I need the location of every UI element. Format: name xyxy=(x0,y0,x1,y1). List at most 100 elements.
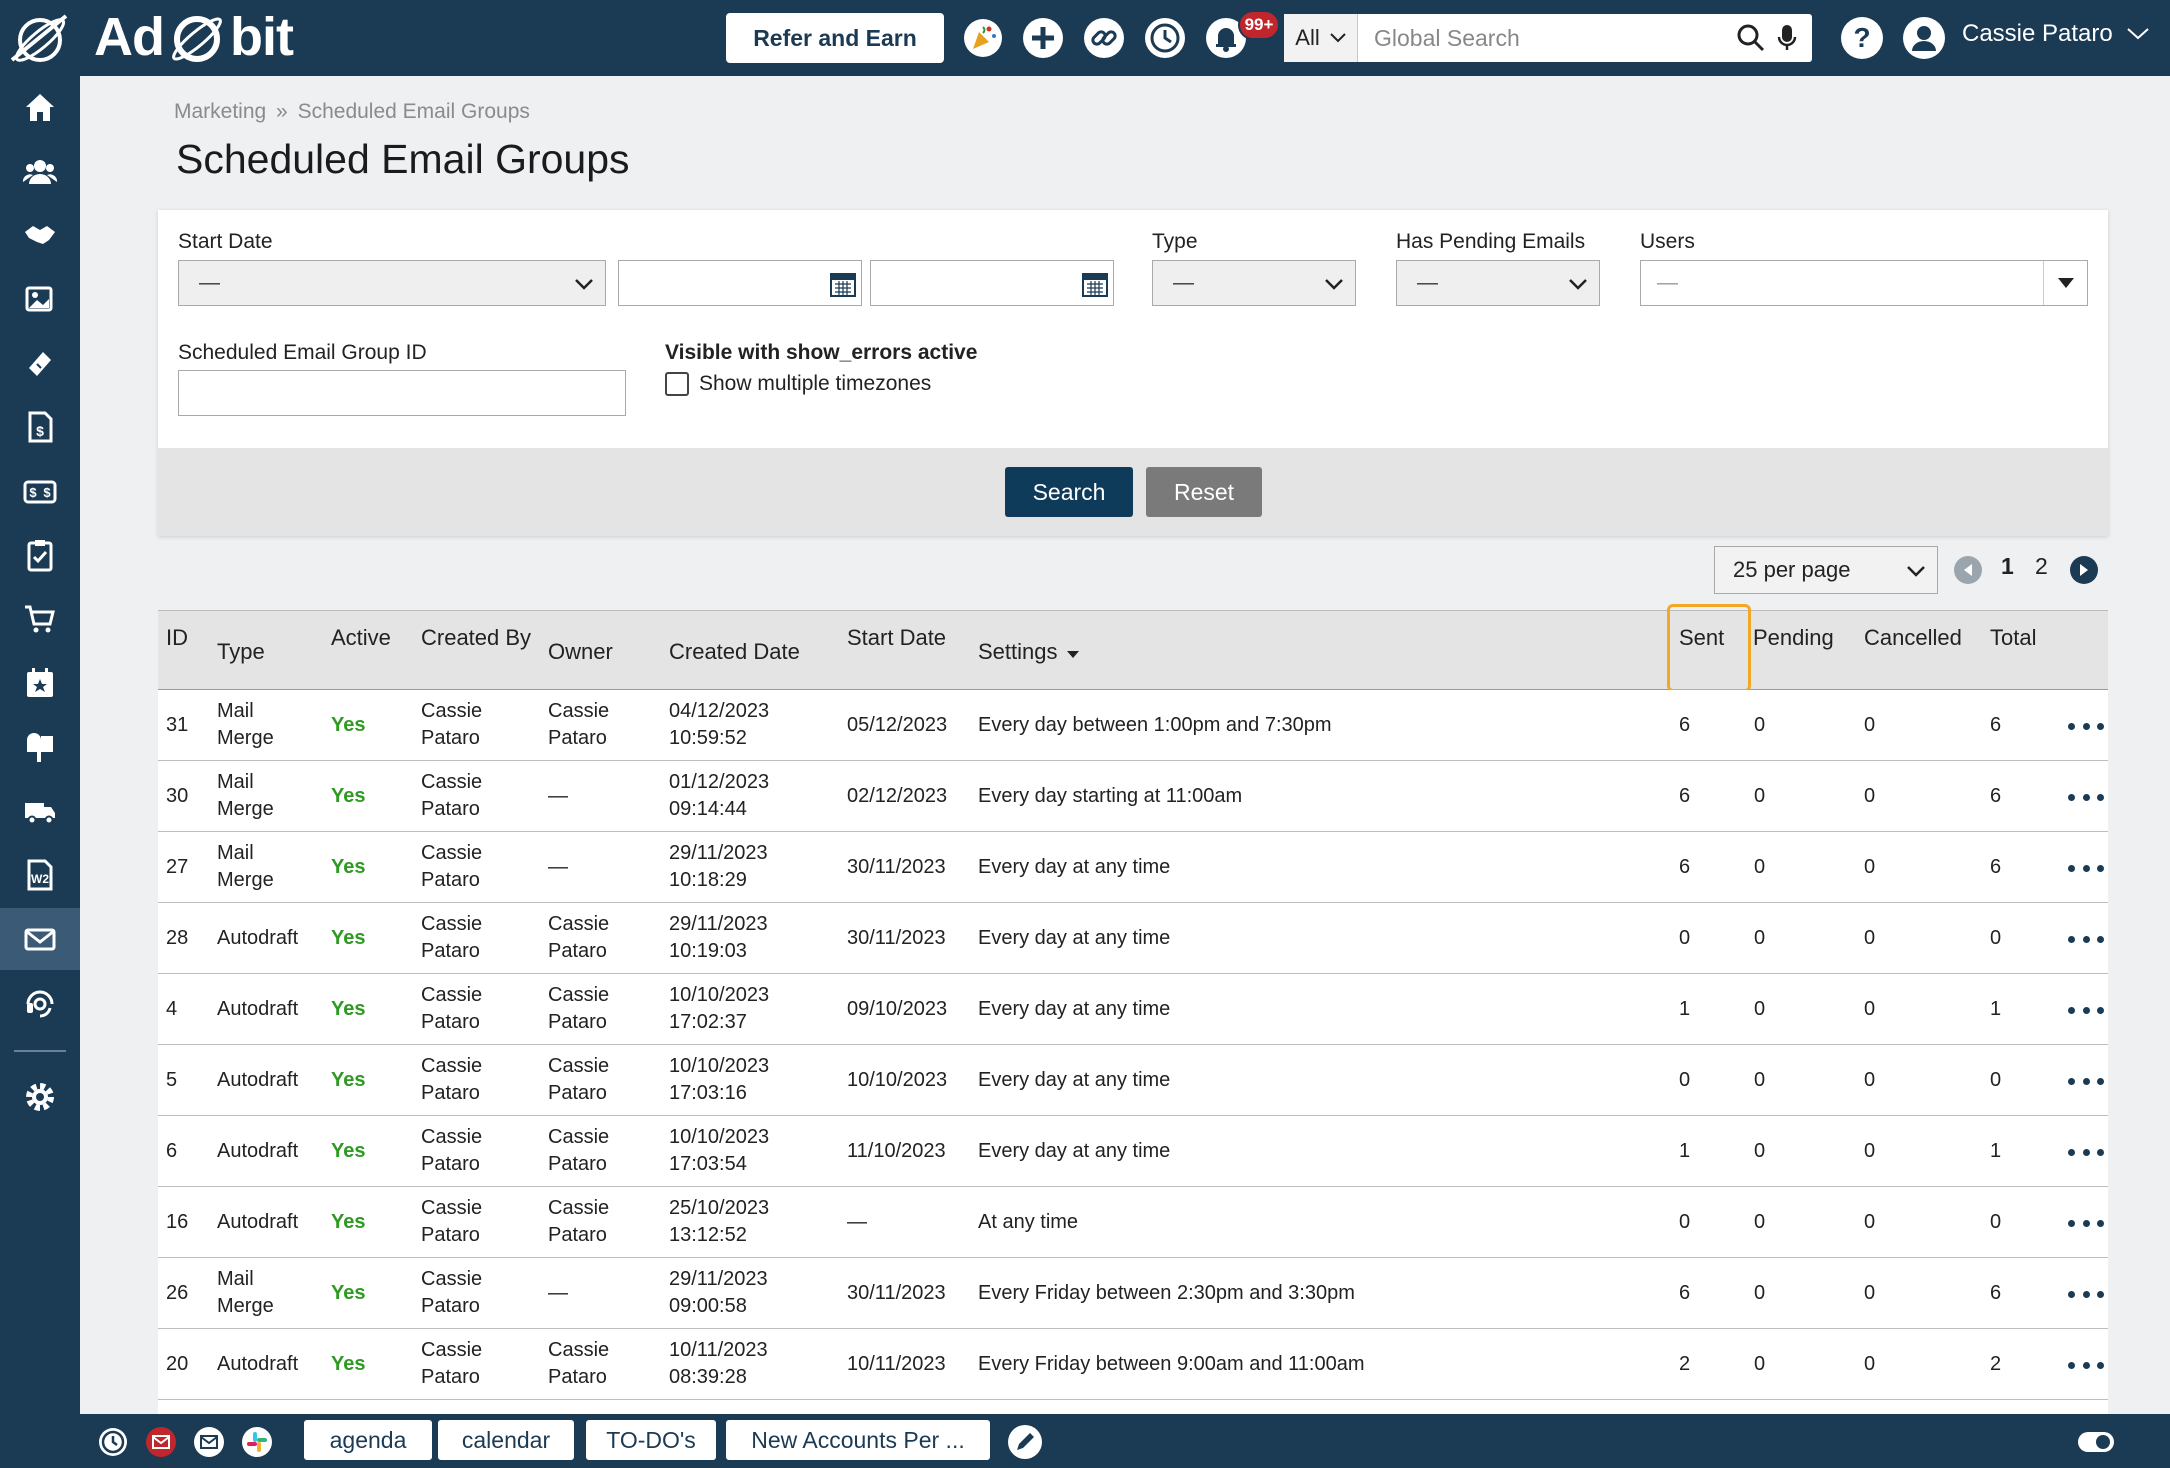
bottom-tab-agenda[interactable]: agenda xyxy=(304,1420,432,1460)
sidebar-item-invoices[interactable]: $ xyxy=(0,396,80,458)
row-actions-menu-icon[interactable] xyxy=(2068,925,2104,953)
group-id-input[interactable] xyxy=(178,370,626,416)
row-actions-menu-icon[interactable] xyxy=(2068,854,2104,882)
show-timezones-checkbox[interactable] xyxy=(665,372,689,396)
history-clock-icon[interactable] xyxy=(1143,16,1187,60)
party-popper-icon[interactable] xyxy=(961,16,1005,60)
row-actions-menu-icon[interactable] xyxy=(2068,783,2104,811)
sidebar-item-calendar[interactable] xyxy=(0,652,80,714)
mail-alert-icon[interactable] xyxy=(145,1426,177,1458)
table-row[interactable]: 26 Mail Merge Yes Cassie Pataro — 29/11/2023 09:… xyxy=(158,1258,2108,1329)
email-compose-icon[interactable] xyxy=(193,1426,225,1458)
breadcrumb-marketing-link[interactable]: Marketing xyxy=(174,100,267,123)
sidebar-item-home[interactable] xyxy=(0,76,80,138)
type-select[interactable]: — xyxy=(1152,260,1356,306)
start-date-to-input[interactable] xyxy=(870,260,1114,306)
orbit-logo-icon[interactable] xyxy=(8,10,72,66)
sidebar-item-support[interactable] xyxy=(0,972,80,1034)
row-actions-menu-icon[interactable] xyxy=(2068,1280,2104,1308)
filter-panel: Start Date — Type — Has Pending Emails —… xyxy=(158,210,2108,536)
sidebar-item-media[interactable] xyxy=(0,268,80,330)
row-actions-menu-icon[interactable] xyxy=(2068,1209,2104,1237)
column-header-pending[interactable]: Pending xyxy=(1753,625,1834,650)
add-icon[interactable] xyxy=(1021,16,1065,60)
bottom-tab-todos[interactable]: TO-DO's xyxy=(586,1420,716,1460)
column-header-sent[interactable]: Sent xyxy=(1679,625,1725,650)
search-icon[interactable] xyxy=(1736,23,1766,53)
user-avatar-icon[interactable] xyxy=(1902,16,1946,60)
column-header-active[interactable]: Active xyxy=(331,625,391,650)
sidebar-item-settings[interactable] xyxy=(0,1066,80,1128)
table-row[interactable]: 31 Mail Merge Yes Cassie Pataro Cassie Pataro 04… xyxy=(158,690,2108,761)
table-row[interactable]: 27 Mail Merge Yes Cassie Pataro — 29/11/2023 10:… xyxy=(158,832,2108,903)
table-row[interactable]: 20 Autodraft Yes Cassie Pataro Cassie Pataro 10… xyxy=(158,1329,2108,1400)
users-dropdown-toggle[interactable] xyxy=(2043,261,2087,305)
clock-icon[interactable] xyxy=(97,1426,129,1458)
page-1-link[interactable]: 1 xyxy=(2001,553,2014,579)
column-header-cancelled[interactable]: Cancelled xyxy=(1864,625,1962,650)
notifications-bell-icon[interactable] xyxy=(1204,16,1248,60)
reset-button[interactable]: Reset xyxy=(1146,467,1262,517)
start-date-select[interactable]: — xyxy=(178,260,606,306)
sidebar-item-tickets[interactable] xyxy=(0,332,80,394)
start-date-from-input[interactable] xyxy=(618,260,862,306)
edit-pencil-icon[interactable] xyxy=(1007,1424,1043,1460)
table-row[interactable]: 16 Autodraft Yes Cassie Pataro Cassie Pataro 25… xyxy=(158,1187,2108,1258)
calendar-icon[interactable] xyxy=(1081,270,1109,298)
table-row[interactable] xyxy=(158,1400,2108,1416)
bottom-tab-new-accounts[interactable]: New Accounts Per ... xyxy=(726,1420,990,1460)
sidebar-item-contacts[interactable] xyxy=(0,140,80,202)
calendar-icon[interactable] xyxy=(829,270,857,298)
microphone-icon[interactable] xyxy=(1776,23,1798,53)
search-scope-value: All xyxy=(1295,25,1320,50)
page-2-link[interactable]: 2 xyxy=(2035,553,2048,579)
sidebar-item-orders[interactable] xyxy=(0,588,80,650)
show-timezones-label[interactable]: Show multiple timezones xyxy=(699,372,932,395)
row-actions-menu-icon[interactable] xyxy=(2068,996,2104,1024)
row-actions-menu-icon[interactable] xyxy=(2068,712,2104,740)
sidebar-item-w2[interactable]: W2 xyxy=(0,844,80,906)
search-button[interactable]: Search xyxy=(1005,467,1133,517)
link-icon[interactable] xyxy=(1082,16,1126,60)
sidebar-item-marketing[interactable] xyxy=(0,908,80,970)
refer-and-earn-button[interactable]: Refer and Earn xyxy=(726,13,944,63)
help-icon[interactable]: ? xyxy=(1840,16,1884,60)
column-header-id[interactable]: ID xyxy=(166,625,188,650)
table-row[interactable]: 4 Autodraft Yes Cassie Pataro Cassie Pataro 10/… xyxy=(158,974,2108,1045)
next-page-icon[interactable] xyxy=(2070,556,2098,584)
brand-logo[interactable]: Ad bit xyxy=(94,6,294,68)
table-row[interactable]: 6 Autodraft Yes Cassie Pataro Cassie Pataro 10/… xyxy=(158,1116,2108,1187)
users-multiselect[interactable]: — xyxy=(1640,260,2088,306)
global-search-input[interactable] xyxy=(1358,14,1736,62)
w2-form-icon: W2 xyxy=(27,859,53,891)
row-actions-menu-icon[interactable] xyxy=(2068,1351,2104,1379)
column-header-start-date[interactable]: Start Date xyxy=(847,625,947,650)
user-menu[interactable]: Cassie Pataro xyxy=(1962,20,2149,48)
column-header-created-by[interactable]: Created By xyxy=(421,625,532,650)
sidebar-item-delivery[interactable] xyxy=(0,780,80,842)
row-actions-menu-icon[interactable] xyxy=(2068,1138,2104,1166)
slack-icon[interactable] xyxy=(241,1426,273,1458)
sidebar-item-tasks[interactable] xyxy=(0,524,80,586)
previous-page-icon[interactable] xyxy=(1954,556,1982,584)
column-header-settings[interactable]: Settings xyxy=(978,639,1080,665)
sidebar-item-deals[interactable] xyxy=(0,204,80,266)
bottom-tab-calendar[interactable]: calendar xyxy=(438,1420,574,1460)
table-row[interactable]: 30 Mail Merge Yes Cassie Pataro — 01/12/2023 09:… xyxy=(158,761,2108,832)
clipboard-check-icon xyxy=(27,540,53,572)
per-page-select[interactable]: 25 per page xyxy=(1714,546,1938,594)
column-header-type[interactable]: Type xyxy=(217,639,265,664)
has-pending-emails-select[interactable]: — xyxy=(1396,260,1600,306)
cell-active: Yes xyxy=(331,1353,366,1375)
column-header-total[interactable]: Total xyxy=(1990,625,2037,650)
column-header-created-date[interactable]: Created Date xyxy=(669,639,800,664)
cell-created-by: Cassie xyxy=(421,1197,483,1219)
column-header-owner[interactable]: Owner xyxy=(548,639,613,664)
row-actions-menu-icon[interactable] xyxy=(2068,1067,2104,1095)
table-row[interactable]: 28 Autodraft Yes Cassie Pataro Cassie Pataro 29… xyxy=(158,903,2108,974)
sidebar-item-campaigns[interactable] xyxy=(0,716,80,778)
sidebar-item-payments[interactable]: $ $ xyxy=(0,460,80,522)
search-scope-select[interactable]: All xyxy=(1284,14,1358,62)
table-row[interactable]: 5 Autodraft Yes Cassie Pataro Cassie Pataro 10/… xyxy=(158,1045,2108,1116)
toggle-switch-icon[interactable] xyxy=(2076,1426,2116,1458)
